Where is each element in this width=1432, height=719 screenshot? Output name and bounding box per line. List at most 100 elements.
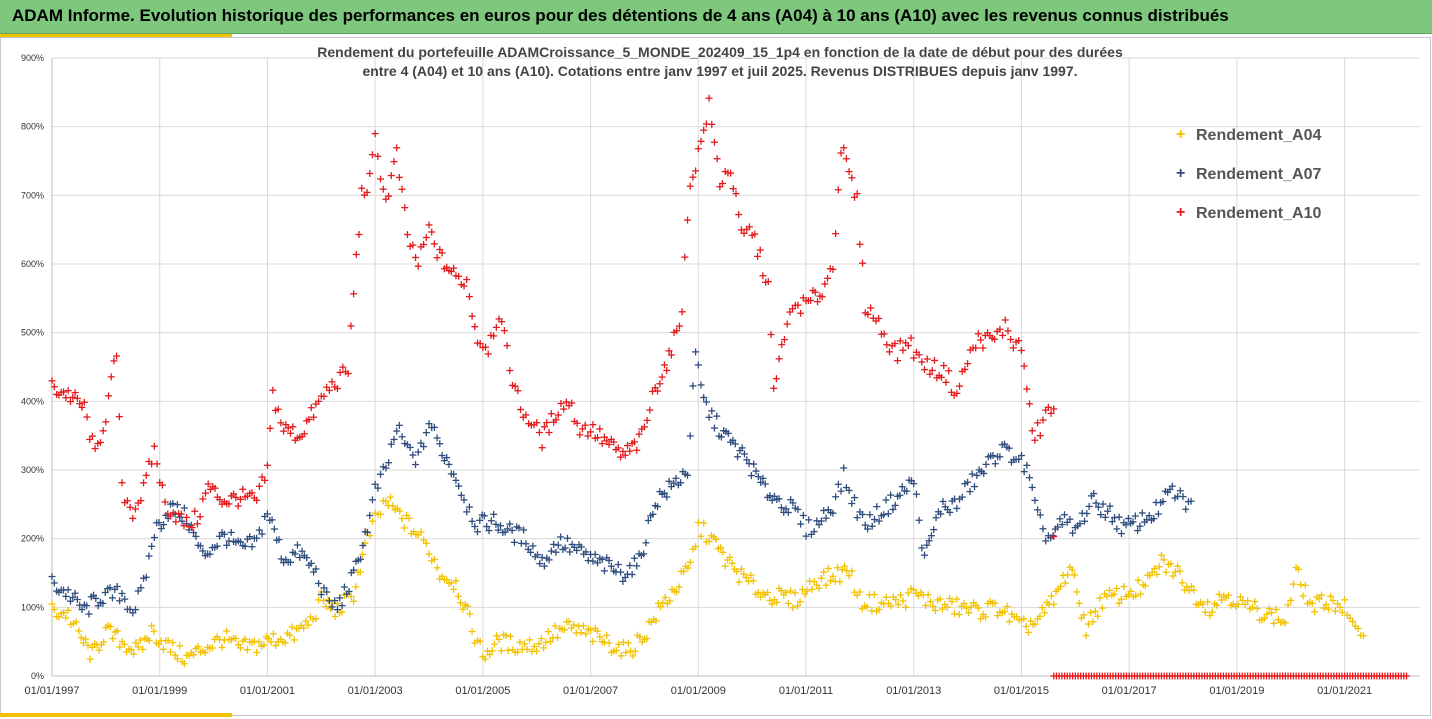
data-point [848, 567, 856, 575]
data-point [69, 593, 77, 601]
data-point [1129, 518, 1137, 526]
data-point [777, 504, 785, 512]
data-point [64, 387, 72, 395]
data-point [827, 577, 835, 585]
data-point [633, 562, 641, 570]
data-point [130, 650, 138, 658]
data-point [626, 447, 634, 455]
data-point [966, 488, 974, 496]
data-point [1031, 496, 1039, 504]
data-point [340, 583, 348, 591]
data-point [829, 509, 837, 517]
data-point [603, 631, 611, 639]
data-point [305, 415, 313, 423]
data-point [926, 598, 934, 606]
data-point [324, 596, 332, 604]
data-point [887, 602, 895, 610]
data-point [899, 597, 907, 605]
data-point [605, 639, 613, 647]
data-point [1054, 523, 1062, 531]
data-point [646, 406, 654, 414]
data-point [787, 587, 795, 595]
data-point [581, 421, 589, 429]
data-point [1151, 565, 1159, 573]
data-point [171, 651, 179, 659]
data-point [350, 597, 358, 605]
data-point [892, 596, 900, 604]
data-point [729, 185, 737, 193]
y-tick-label: 600% [21, 259, 44, 269]
data-point [333, 385, 341, 393]
data-point [142, 471, 150, 479]
data-point [433, 254, 441, 262]
data-point [717, 433, 725, 441]
data-point [490, 332, 498, 340]
data-point [834, 480, 842, 488]
data-point [938, 605, 946, 613]
data-point [926, 370, 934, 378]
data-point [1201, 608, 1209, 616]
data-point [169, 509, 177, 517]
data-point [925, 537, 933, 545]
data-point [629, 652, 637, 660]
data-point [328, 603, 336, 611]
data-point [820, 506, 828, 514]
data-point [176, 513, 184, 521]
data-point [868, 522, 876, 530]
data-point [357, 555, 365, 563]
data-point [48, 573, 56, 581]
accent-bar-bottom [0, 713, 232, 717]
data-point [368, 496, 376, 504]
data-point [248, 489, 256, 497]
data-point [277, 419, 285, 427]
data-point [1124, 514, 1132, 522]
data-point [255, 638, 263, 646]
data-point [1113, 584, 1121, 592]
data-point [689, 382, 697, 390]
data-point [796, 598, 804, 606]
data-point [589, 421, 597, 429]
data-point [62, 592, 70, 600]
data-point [928, 366, 936, 374]
data-point [961, 365, 969, 373]
data-point [659, 599, 667, 607]
data-point [253, 648, 261, 656]
page-title: ADAM Informe. Evolution historique des p… [12, 6, 1229, 25]
data-point [473, 528, 481, 536]
data-point [371, 130, 379, 138]
data-point [344, 370, 352, 378]
data-point [266, 424, 274, 432]
data-point [300, 624, 308, 632]
data-point [584, 432, 592, 440]
data-point [1039, 416, 1047, 424]
data-point [253, 496, 261, 504]
data-point [818, 293, 826, 301]
data-point [873, 503, 881, 511]
data-point [1082, 632, 1090, 640]
data-point [1050, 533, 1058, 541]
data-point [617, 568, 625, 576]
data-point [101, 589, 109, 597]
data-point [422, 429, 430, 437]
data-point [953, 389, 961, 397]
data-point [937, 373, 945, 381]
data-point [677, 479, 685, 487]
data-point [368, 517, 376, 525]
data-point [824, 274, 832, 282]
data-point [545, 556, 553, 564]
data-point [526, 636, 534, 644]
data-point [347, 593, 355, 601]
data-point [1103, 592, 1111, 600]
data-point [540, 644, 548, 652]
data-point [756, 246, 764, 254]
data-point [705, 413, 713, 421]
data-point [870, 590, 878, 598]
data-point [859, 510, 867, 518]
data-point [183, 513, 191, 521]
data-point [962, 604, 970, 612]
data-point [945, 367, 953, 375]
data-point [73, 596, 81, 604]
data-point [1315, 595, 1323, 603]
data-point [554, 411, 562, 419]
data-point [977, 615, 985, 623]
